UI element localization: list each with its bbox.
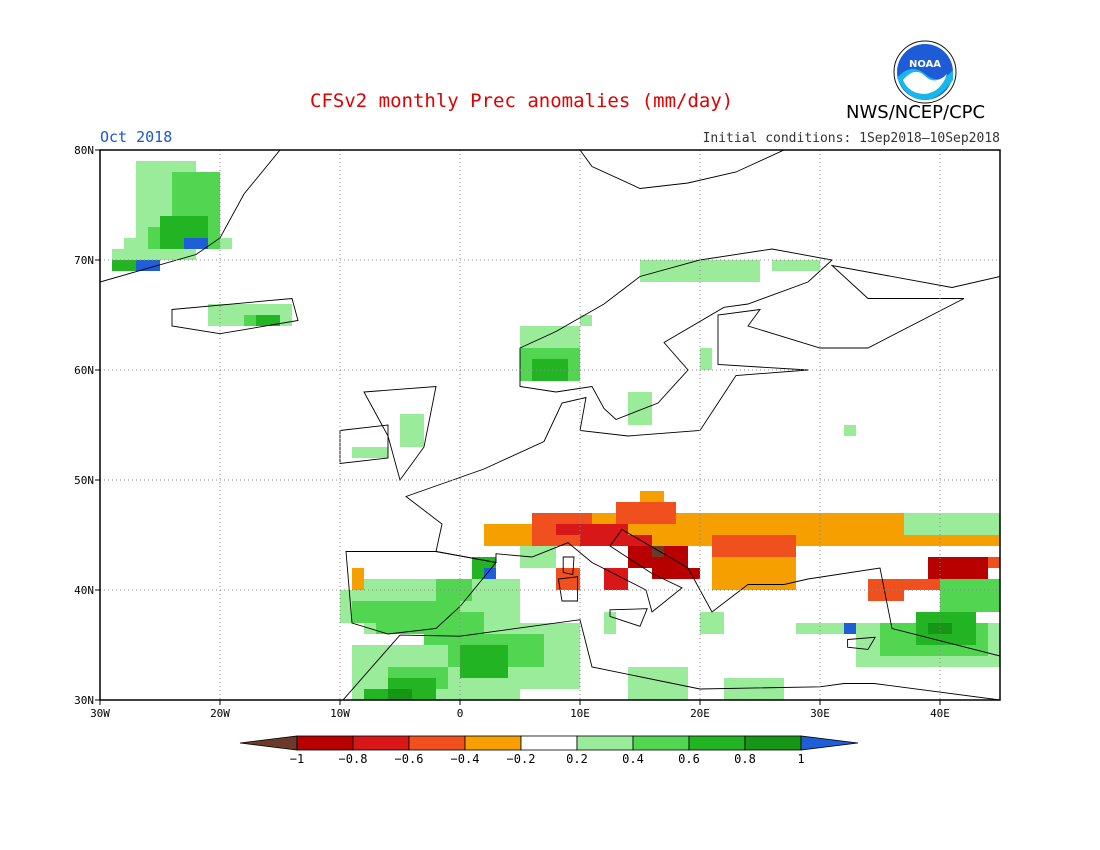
anomaly-cell — [352, 447, 388, 458]
anomaly-cell — [868, 579, 976, 590]
anomaly-cell — [364, 689, 400, 700]
anomaly-cell — [724, 678, 784, 700]
colorbar-swatch — [352, 735, 410, 751]
anomaly-cell — [652, 568, 700, 579]
anomaly-cell — [580, 315, 592, 326]
colorbar-swatch — [296, 735, 354, 751]
anomaly-cell — [700, 612, 724, 634]
coastline — [342, 619, 1000, 700]
colorbar-swatch — [408, 735, 466, 751]
lat-tick-label: 80N — [74, 144, 94, 157]
anomaly-cell — [556, 524, 628, 535]
anomaly-cell — [772, 260, 820, 271]
colorbar-swatch — [576, 735, 634, 751]
anomaly-cell — [436, 579, 472, 601]
anomaly-fields — [112, 161, 1000, 700]
anomaly-cell — [928, 623, 952, 634]
agency-label: NWS/NCEP/CPC — [846, 102, 986, 123]
anomaly-cell — [616, 502, 676, 524]
coastline — [100, 150, 281, 283]
lat-tick-label: 30N — [74, 694, 94, 707]
anomaly-cell — [556, 568, 580, 590]
colorbar: −1 −0.8 −0.6 −0.4 −0.2 0.2 0.4 0.6 0.8 1 — [239, 735, 859, 766]
anomaly-cell — [844, 623, 856, 634]
coastline — [557, 576, 579, 602]
lon-tick-label: 30E — [810, 707, 830, 720]
coastline — [562, 556, 575, 576]
colorbar-tick-label: −1 — [290, 752, 304, 766]
anomaly-cell — [460, 645, 508, 678]
lon-tick-label: 20W — [210, 707, 230, 720]
map-axes: 30W 20W 10W 0 10E 20E 30E 40E 80N 70N 60N 50N 40N 30N — [74, 144, 950, 720]
anomaly-cell — [484, 568, 496, 579]
colorbar-tick-label: 0.4 — [622, 752, 644, 766]
lon-tick-label: 20E — [690, 707, 710, 720]
lon-tick-label: 10E — [570, 707, 590, 720]
colorbar-tick-label: −0.4 — [451, 752, 480, 766]
lon-tick-label: 0 — [457, 707, 464, 720]
map-gridlines — [100, 150, 1000, 700]
lon-tick-label: 40E — [930, 707, 950, 720]
coastline — [519, 248, 833, 421]
anomaly-cell — [652, 546, 664, 557]
colorbar-swatch — [632, 735, 690, 751]
lon-tick-label: 30W — [90, 707, 110, 720]
coastline — [847, 636, 877, 650]
colorbar-tick-label: 0.2 — [566, 752, 588, 766]
coastline — [609, 608, 648, 627]
anomaly-cell — [184, 238, 208, 249]
anomaly-cell — [712, 535, 796, 557]
colorbar-tick-label: −0.2 — [507, 752, 536, 766]
coastline — [363, 386, 437, 482]
anomaly-cell — [388, 689, 412, 700]
colorbar-tick-label: 0.8 — [734, 752, 756, 766]
anomaly-cell — [604, 568, 628, 590]
colorbar-swatch — [520, 735, 578, 751]
anomaly-cell — [136, 260, 160, 271]
colorbar-low-arrow — [239, 735, 298, 751]
colorbar-swatch — [688, 735, 746, 751]
lon-tick-label: 10W — [330, 707, 350, 720]
lat-tick-label: 60N — [74, 364, 94, 377]
anomaly-cell — [904, 513, 1000, 535]
map-frame — [99, 149, 1001, 701]
chart-title: CFSv2 monthly Prec anomalies (mm/day) — [310, 90, 734, 112]
anomaly-cell — [628, 392, 652, 425]
colorbar-swatch — [744, 735, 802, 751]
anomaly-cell — [580, 535, 652, 546]
coastline — [1084, 183, 1100, 238]
colorbar-tick-label: 1 — [797, 752, 804, 766]
anomaly-cell — [352, 601, 376, 623]
anomaly-cell — [532, 359, 568, 381]
anomaly-cell — [628, 667, 688, 700]
anomaly-cell — [352, 568, 364, 590]
colorbar-swatch — [464, 735, 522, 751]
coastline — [405, 264, 1000, 657]
anomaly-cell — [940, 579, 1000, 612]
coastlines — [100, 150, 1100, 700]
lat-tick-label: 70N — [74, 254, 94, 267]
anomaly-cell — [112, 260, 148, 271]
anomaly-cell — [256, 315, 280, 326]
lat-tick-label: 50N — [74, 474, 94, 487]
colorbar-tick-label: −0.8 — [339, 752, 368, 766]
initial-conditions: Initial conditions: 1Sep2018—10Sep2018 — [702, 131, 1000, 146]
lat-tick-label: 40N — [74, 584, 94, 597]
anomaly-cell — [700, 348, 712, 370]
coastline — [171, 298, 299, 335]
colorbar-high-arrow — [800, 735, 859, 751]
anomaly-cell — [844, 425, 856, 436]
anomaly-cell — [868, 590, 904, 601]
colorbar-tick-label: 0.6 — [678, 752, 700, 766]
noaa-logo: NOAA — [893, 40, 957, 104]
anomaly-cell — [400, 414, 424, 447]
coastline — [579, 150, 786, 189]
colorbar-tick-label: −0.6 — [395, 752, 424, 766]
forecast-period: Oct 2018 — [100, 128, 173, 146]
noaa-logo-text: NOAA — [909, 59, 941, 70]
anomaly-cell — [928, 557, 988, 579]
coastline — [339, 424, 389, 465]
